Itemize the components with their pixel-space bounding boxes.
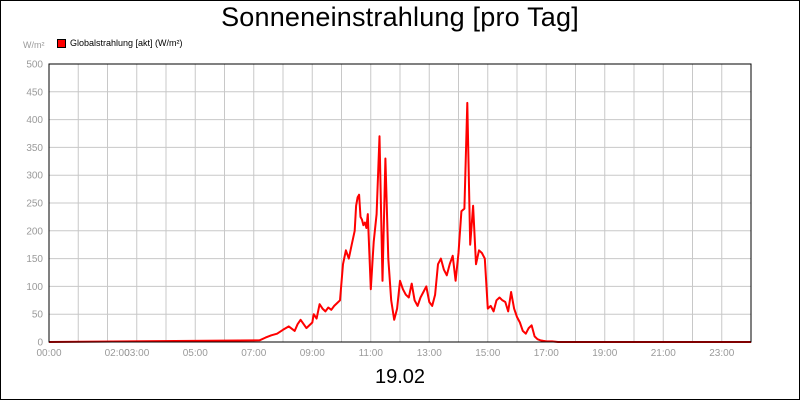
y-tick-label: 500 xyxy=(26,60,43,71)
legend: Globalstrahlung [akt] (W/m²) xyxy=(57,38,183,48)
x-tick-label: 11:00 xyxy=(359,348,384,359)
x-tick-label: 00:00 xyxy=(36,348,61,359)
y-tick-label: 350 xyxy=(26,143,43,154)
x-tick-label: 17:00 xyxy=(534,348,559,359)
y-tick-label: 100 xyxy=(26,282,43,293)
x-tick-label: 03:00 xyxy=(124,348,149,359)
y-tick-label: 400 xyxy=(26,115,43,126)
y-tick-label: 250 xyxy=(26,199,43,210)
y-tick-label: 50 xyxy=(32,310,44,321)
y-tick-label: 300 xyxy=(26,171,43,182)
y-tick-label: 200 xyxy=(26,226,43,237)
y-tick-label: 150 xyxy=(26,254,43,265)
x-tick-label: 21:00 xyxy=(651,348,676,359)
date-label: 19.02 xyxy=(374,366,426,388)
y-axis-unit-label: W/m² xyxy=(23,40,45,50)
x-tick-label: 05:00 xyxy=(183,348,208,359)
y-tick-label: 0 xyxy=(37,338,43,349)
x-tick-label: 15:00 xyxy=(475,348,500,359)
x-tick-label: 19:00 xyxy=(592,348,617,359)
x-tick-label: 13:00 xyxy=(417,348,442,359)
plot-border xyxy=(48,63,752,343)
x-tick-label: 23:00 xyxy=(709,348,734,359)
x-tick-label: 09:00 xyxy=(300,348,325,359)
legend-label: Globalstrahlung [akt] (W/m²) xyxy=(70,38,183,48)
legend-swatch-icon xyxy=(57,38,66,48)
series-line xyxy=(48,101,751,343)
y-tick-label: 450 xyxy=(26,87,43,98)
chart-title: Sonneneinstrahlung [pro Tag] xyxy=(221,2,579,32)
x-tick-label: 02:00 xyxy=(105,348,130,359)
x-tick-label: 07:00 xyxy=(241,348,266,359)
